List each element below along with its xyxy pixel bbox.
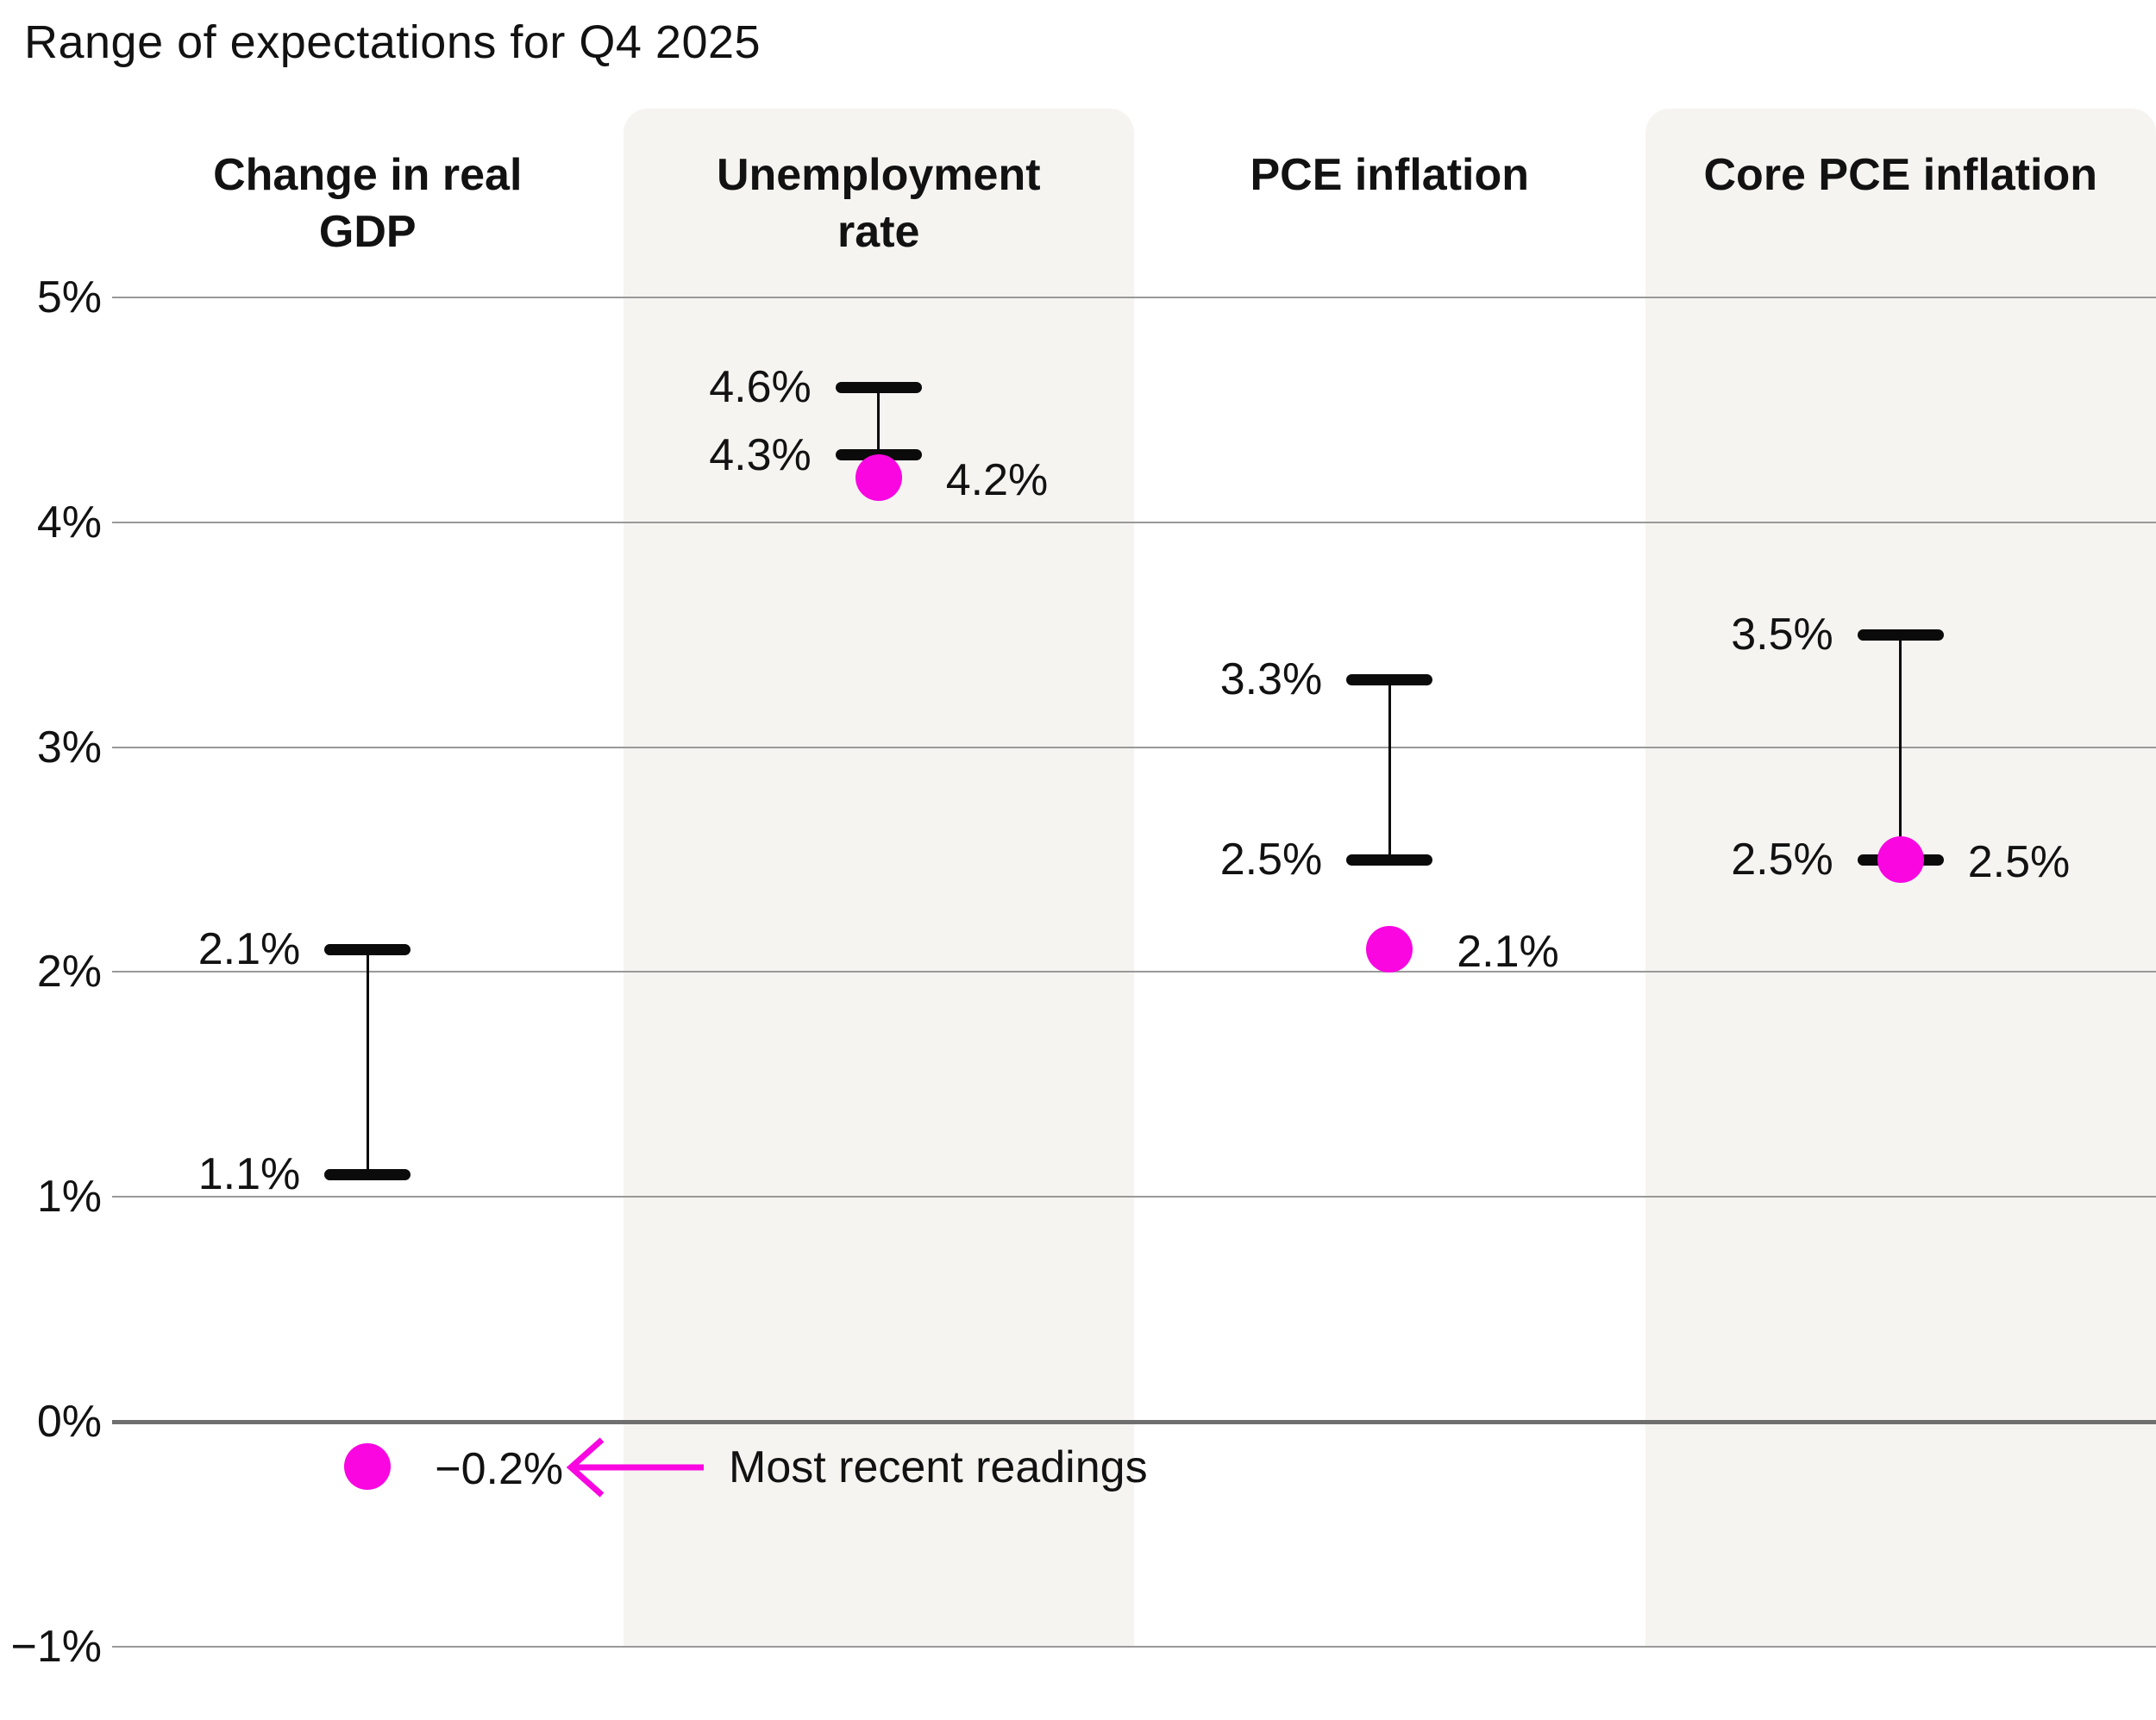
recent-reading-label: 2.1% xyxy=(1457,927,1559,978)
recent-reading-label: 2.5% xyxy=(1967,837,2071,887)
range-low-label: 2.5% xyxy=(1731,835,1833,885)
range-cap-high xyxy=(1346,673,1433,685)
column-stripe xyxy=(623,109,1134,1647)
chart-title: Range of expectations for Q4 2025 xyxy=(24,16,761,68)
y-axis-tick-label: 0% xyxy=(36,1397,102,1447)
y-axis-tick-label: 5% xyxy=(36,272,102,322)
range-cap-low xyxy=(1346,854,1433,866)
recent-reading-dot xyxy=(1366,926,1413,973)
range-cap-high xyxy=(1857,629,1944,641)
legend-label: Most recent readings xyxy=(729,1442,1148,1492)
y-axis-tick-label: 2% xyxy=(36,947,102,998)
gridline xyxy=(112,971,2156,973)
column-header: PCE inflation xyxy=(1250,150,1530,200)
range-high-label: 2.1% xyxy=(197,924,301,975)
range-bar-line xyxy=(1899,635,1902,860)
range-low-label: 4.3% xyxy=(709,429,812,480)
gridline xyxy=(112,1196,2156,1198)
range-cap-high xyxy=(324,943,411,955)
recent-reading-label: −0.2% xyxy=(435,1444,564,1495)
range-bar-line xyxy=(1388,679,1391,860)
range-high-label: 4.6% xyxy=(709,362,812,413)
recent-reading-dot xyxy=(1877,836,1924,883)
range-high-label: 3.5% xyxy=(1731,610,1833,660)
range-low-label: 1.1% xyxy=(197,1149,301,1200)
range-cap-low xyxy=(324,1168,411,1180)
column-header: Unemployment rate xyxy=(716,150,1041,257)
range-bar-line xyxy=(366,949,369,1175)
y-axis-tick-label: −1% xyxy=(10,1621,102,1672)
range-cap-high xyxy=(835,381,922,393)
recent-reading-dot xyxy=(344,1443,392,1491)
left-arrow-icon xyxy=(566,1437,704,1498)
zero-gridline xyxy=(112,1419,2156,1424)
y-axis-tick-label: 4% xyxy=(36,497,102,547)
recent-reading-label: 4.2% xyxy=(945,454,1049,505)
range-high-label: 3.3% xyxy=(1219,654,1323,705)
range-bar-line xyxy=(877,387,881,455)
gridline xyxy=(112,1645,2156,1648)
column-header: Change in real GDP xyxy=(213,150,523,257)
gridline xyxy=(112,521,2156,523)
recent-reading-dot xyxy=(855,453,902,501)
range-low-label: 2.5% xyxy=(1219,835,1323,885)
y-axis-tick-label: 1% xyxy=(36,1172,102,1223)
gridline xyxy=(112,746,2156,748)
y-axis-tick-label: 3% xyxy=(36,722,102,772)
column-header: Core PCE inflation xyxy=(1703,150,2097,200)
gridline xyxy=(112,297,2156,298)
